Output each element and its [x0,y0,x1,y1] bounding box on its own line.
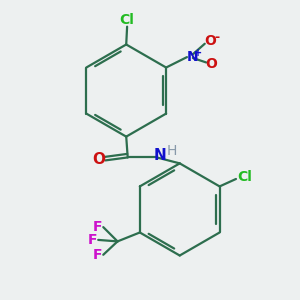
Text: H: H [167,145,177,158]
Text: -: - [215,31,220,44]
Text: F: F [88,233,97,247]
Text: O: O [206,57,218,71]
Text: N: N [187,50,198,64]
Text: O: O [92,152,105,167]
Text: F: F [93,248,102,262]
Text: Cl: Cl [237,169,252,184]
Text: N: N [153,148,166,163]
Text: O: O [204,34,216,48]
Text: F: F [93,220,102,234]
Text: Cl: Cl [120,13,135,27]
Text: +: + [194,48,202,58]
